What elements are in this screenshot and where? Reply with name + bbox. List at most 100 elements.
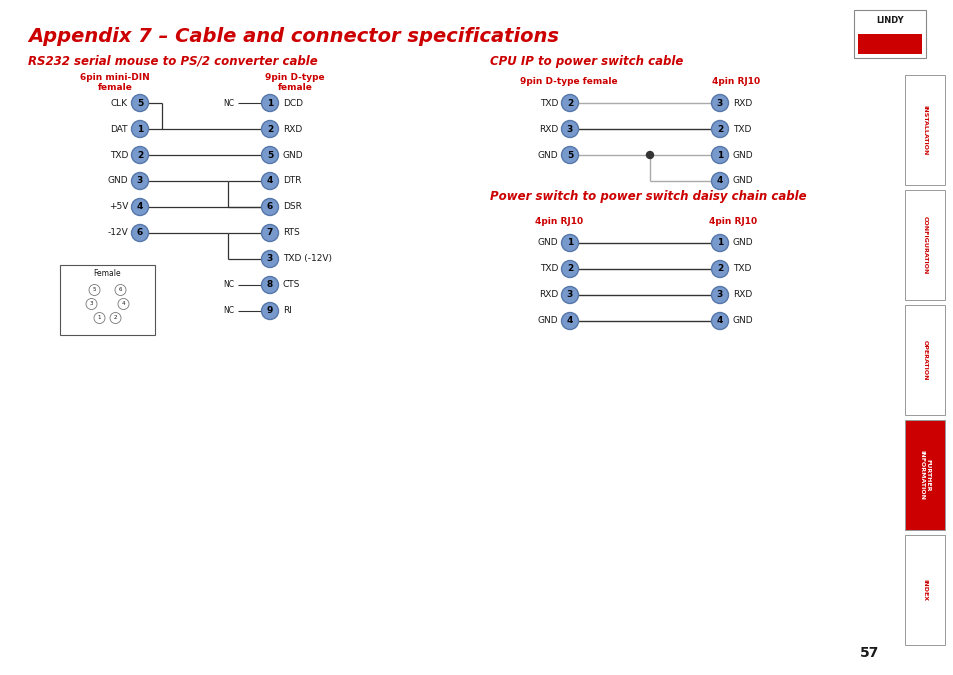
Circle shape (261, 302, 278, 319)
Text: GND: GND (732, 317, 753, 325)
Circle shape (711, 121, 728, 138)
Text: 5: 5 (136, 99, 143, 107)
Text: 2: 2 (267, 124, 273, 134)
Circle shape (561, 286, 578, 304)
Text: Power switch to power switch daisy chain cable: Power switch to power switch daisy chain… (490, 190, 806, 203)
Text: CLK: CLK (111, 99, 128, 107)
Text: 7: 7 (267, 229, 273, 238)
Text: RTS: RTS (283, 229, 299, 238)
Circle shape (711, 95, 728, 111)
Circle shape (132, 121, 149, 138)
Text: 1: 1 (716, 151, 722, 159)
Text: GND: GND (732, 238, 753, 248)
Text: TXD: TXD (539, 99, 558, 107)
Text: CTS: CTS (283, 281, 300, 290)
Text: 5: 5 (92, 288, 96, 292)
Text: female: female (277, 83, 313, 92)
Text: 2: 2 (136, 151, 143, 159)
Text: RXD: RXD (538, 124, 558, 134)
Text: 9pin D-type female: 9pin D-type female (519, 77, 617, 86)
FancyBboxPatch shape (904, 420, 944, 530)
Text: 6: 6 (136, 229, 143, 238)
Text: Appendix 7 – Cable and connector specifications: Appendix 7 – Cable and connector specifi… (28, 27, 558, 46)
Text: 8: 8 (267, 281, 273, 290)
Circle shape (261, 95, 278, 111)
Text: NC: NC (223, 99, 233, 107)
Circle shape (561, 261, 578, 277)
Text: TXD: TXD (732, 265, 751, 273)
Text: DTR: DTR (283, 176, 301, 186)
Circle shape (561, 121, 578, 138)
Circle shape (711, 261, 728, 277)
Circle shape (711, 234, 728, 252)
Text: GND: GND (537, 151, 558, 159)
Text: TXD (-12V): TXD (-12V) (283, 254, 332, 263)
Text: GND: GND (108, 176, 128, 186)
Text: 2: 2 (716, 265, 722, 273)
Text: GND: GND (732, 151, 753, 159)
Circle shape (132, 198, 149, 215)
Circle shape (261, 146, 278, 163)
Text: 5: 5 (566, 151, 573, 159)
Text: FURTHER
INFORMATION: FURTHER INFORMATION (919, 450, 929, 500)
Text: DCD: DCD (283, 99, 303, 107)
Text: RXD: RXD (732, 99, 752, 107)
Circle shape (261, 173, 278, 190)
Text: 3: 3 (566, 124, 573, 134)
Text: female: female (97, 83, 132, 92)
Text: LINDY: LINDY (875, 16, 902, 25)
Text: 5: 5 (267, 151, 273, 159)
Text: RS232 serial mouse to PS/2 converter cable: RS232 serial mouse to PS/2 converter cab… (28, 55, 317, 68)
Text: 4: 4 (122, 302, 125, 306)
Text: 9: 9 (267, 306, 273, 315)
Text: GND: GND (537, 317, 558, 325)
Text: 4: 4 (716, 317, 722, 325)
Text: 4: 4 (267, 176, 273, 186)
FancyBboxPatch shape (904, 305, 944, 415)
Text: 6pin mini-DIN: 6pin mini-DIN (80, 73, 150, 82)
Text: 3: 3 (267, 254, 273, 263)
Text: 4: 4 (136, 202, 143, 211)
Circle shape (115, 284, 126, 296)
Text: 9pin D-type: 9pin D-type (265, 73, 324, 82)
Text: RXD: RXD (283, 124, 302, 134)
Circle shape (711, 146, 728, 163)
Text: 3: 3 (566, 290, 573, 300)
Text: 4pin RJ10: 4pin RJ10 (711, 77, 760, 86)
FancyBboxPatch shape (60, 265, 154, 335)
Text: 1: 1 (267, 99, 273, 107)
Circle shape (261, 250, 278, 267)
Circle shape (261, 225, 278, 242)
Text: RXD: RXD (538, 290, 558, 300)
Text: 4pin RJ10: 4pin RJ10 (535, 217, 582, 226)
FancyBboxPatch shape (904, 75, 944, 185)
Text: DSR: DSR (283, 202, 301, 211)
Text: 2: 2 (566, 99, 573, 107)
Text: 1: 1 (97, 315, 101, 321)
Circle shape (711, 313, 728, 329)
Text: GND: GND (732, 176, 753, 186)
Circle shape (132, 146, 149, 163)
Circle shape (132, 95, 149, 111)
Text: INDEX: INDEX (922, 579, 926, 601)
Circle shape (261, 277, 278, 294)
Text: OPERATION: OPERATION (922, 340, 926, 380)
Text: 3: 3 (90, 302, 93, 306)
Text: INSTALLATION: INSTALLATION (922, 105, 926, 155)
Text: NC: NC (223, 281, 233, 290)
Text: 3: 3 (136, 176, 143, 186)
Circle shape (711, 173, 728, 190)
Text: TXD: TXD (539, 265, 558, 273)
Text: +5V: +5V (109, 202, 128, 211)
FancyBboxPatch shape (853, 10, 925, 58)
Circle shape (89, 284, 100, 296)
Text: TXD: TXD (110, 151, 128, 159)
Text: CONFIGURATION: CONFIGURATION (922, 216, 926, 274)
Text: 1: 1 (716, 238, 722, 248)
Circle shape (261, 121, 278, 138)
Text: -12V: -12V (107, 229, 128, 238)
Text: Female: Female (93, 269, 121, 278)
Text: 6: 6 (267, 202, 273, 211)
Circle shape (646, 151, 653, 159)
Text: 2: 2 (716, 124, 722, 134)
